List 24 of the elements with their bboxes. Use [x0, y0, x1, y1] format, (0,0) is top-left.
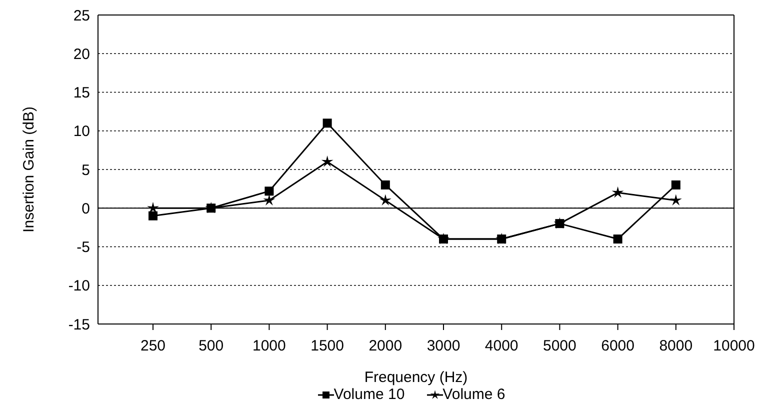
- x-tick-label: 6000: [601, 338, 634, 355]
- legend-label: Volume 10: [334, 386, 405, 403]
- x-tick-label: 1500: [310, 338, 344, 355]
- x-tick-label: 10000: [713, 338, 755, 355]
- y-tick-label: 10: [73, 123, 90, 140]
- y-tick-label: 25: [73, 7, 90, 24]
- x-tick-label: 500: [198, 338, 224, 355]
- x-tick-label: 3000: [426, 338, 460, 355]
- x-tick-label: 250: [140, 338, 166, 355]
- y-tick-label: -5: [76, 239, 90, 256]
- x-tick-label: 2000: [368, 338, 402, 355]
- y-tick-label: 5: [82, 162, 90, 179]
- y-tick-label: 15: [73, 84, 90, 102]
- y-tick-label: 20: [73, 46, 90, 63]
- y-tick-label: -15: [68, 316, 90, 334]
- x-tick-label: 8000: [659, 338, 693, 355]
- x-tick-label: 1000: [252, 338, 286, 355]
- x-tick-label: 5000: [543, 338, 576, 355]
- x-axis-title: Frequency (Hz): [364, 369, 468, 386]
- y-tick-label: -10: [68, 278, 90, 295]
- y-axis-title: Insertion Gain (dB): [20, 106, 38, 232]
- x-tick-label: 4000: [484, 338, 518, 355]
- y-tick-label: 0: [82, 200, 90, 218]
- legend-label: Volume 6: [442, 386, 506, 403]
